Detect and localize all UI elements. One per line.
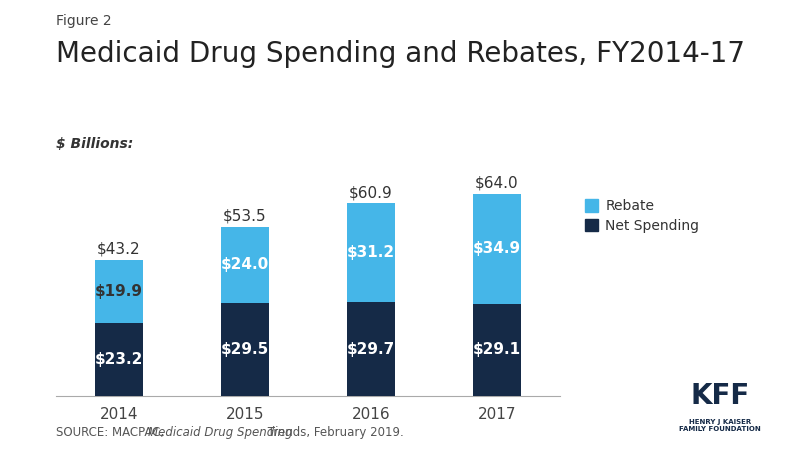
Text: $19.9: $19.9 (95, 284, 143, 299)
Bar (347, 302, 395, 396)
Text: $23.2: $23.2 (95, 352, 143, 367)
Text: $60.9: $60.9 (349, 185, 393, 200)
Bar (221, 303, 269, 396)
Text: Medicaid Drug Spending: Medicaid Drug Spending (148, 426, 293, 439)
Text: $29.1: $29.1 (473, 342, 521, 357)
Text: $64.0: $64.0 (475, 176, 519, 190)
Bar (95, 260, 143, 323)
Text: $31.2: $31.2 (347, 245, 395, 260)
Text: HENRY J KAISER: HENRY J KAISER (689, 419, 751, 425)
Text: FAMILY FOUNDATION: FAMILY FOUNDATION (679, 426, 761, 432)
Text: $43.2: $43.2 (97, 241, 141, 256)
Text: Medicaid Drug Spending and Rebates, FY2014-17: Medicaid Drug Spending and Rebates, FY20… (56, 40, 745, 68)
Text: $29.7: $29.7 (347, 342, 395, 356)
Text: $29.5: $29.5 (221, 342, 269, 357)
Text: SOURCE: MACPAC,: SOURCE: MACPAC, (56, 426, 168, 439)
Text: $ Billions:: $ Billions: (56, 137, 134, 151)
Text: Figure 2: Figure 2 (56, 14, 112, 27)
Bar (95, 323, 143, 396)
Text: Trends, February 2019.: Trends, February 2019. (264, 426, 404, 439)
Text: $24.0: $24.0 (221, 257, 269, 272)
Bar (347, 203, 395, 302)
Legend: Rebate, Net Spending: Rebate, Net Spending (579, 194, 705, 238)
Text: $34.9: $34.9 (473, 241, 521, 256)
Text: $53.5: $53.5 (223, 209, 267, 224)
Text: KFF: KFF (690, 382, 750, 410)
Bar (473, 194, 521, 304)
Bar (221, 227, 269, 303)
Bar (473, 304, 521, 396)
